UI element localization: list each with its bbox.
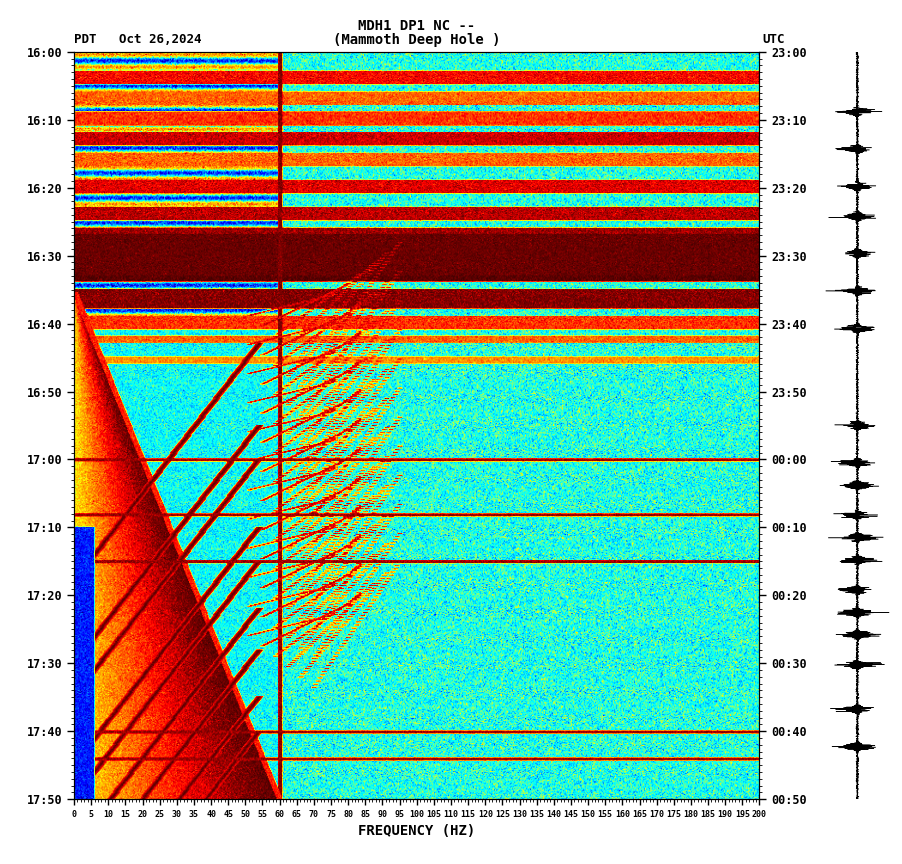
Text: (Mammoth Deep Hole ): (Mammoth Deep Hole ) (333, 33, 501, 47)
Text: MDH1 DP1 NC --: MDH1 DP1 NC -- (358, 19, 475, 33)
Text: PDT   Oct 26,2024: PDT Oct 26,2024 (74, 33, 201, 46)
Text: UTC: UTC (762, 33, 785, 46)
X-axis label: FREQUENCY (HZ): FREQUENCY (HZ) (358, 824, 475, 838)
